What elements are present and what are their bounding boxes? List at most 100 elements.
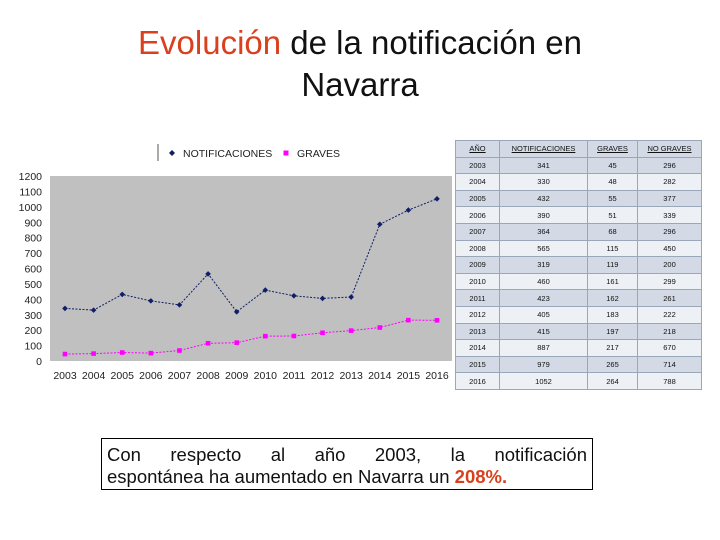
table-row: 2006 390 51 339: [455, 206, 702, 224]
table-cell: 432: [499, 189, 588, 208]
table-cell: 2005: [455, 189, 500, 208]
data-table: AÑO NOTIFICACIONES GRAVES NO GRAVES 2003 341…: [455, 140, 702, 390]
slide-title: Evolución de la notificación en Navarra: [40, 22, 680, 106]
y-tick-label: 300: [24, 310, 42, 322]
table-cell: 2004: [455, 173, 500, 191]
table-cell: 115: [587, 239, 638, 258]
table-cell: 51: [587, 206, 638, 224]
table-row: 2013 415 197 218: [455, 322, 702, 341]
y-tick-label: 200: [24, 325, 42, 337]
y-tick-label: 1200: [19, 171, 43, 183]
note-line2-text: espontánea ha aumentado en Navarra un: [107, 466, 455, 487]
table-cell: 714: [637, 355, 702, 374]
table-header-row: AÑO NOTIFICACIONES GRAVES NO GRAVES: [455, 140, 702, 158]
table-row: 2016 1052 264 788: [455, 372, 702, 390]
table-cell: 341: [499, 156, 588, 175]
line-chart: NOTIFICACIONES GRAVES 0 100 200 300 400 500 600…: [19, 144, 452, 382]
table-cell: 2015: [455, 355, 500, 374]
table-cell: 2006: [455, 206, 500, 224]
point-notificaciones: [262, 287, 269, 293]
point-graves: [263, 333, 268, 339]
point-graves: [119, 350, 125, 355]
x-tick-label: 2016: [425, 370, 449, 382]
table-cell: 2003: [455, 156, 500, 175]
table-cell: 2013: [455, 322, 500, 341]
point-notificaciones: [62, 305, 68, 312]
point-graves: [62, 351, 68, 357]
x-tick-label: 2015: [397, 370, 421, 382]
note-box: Con respecto al año 2003, la notificació…: [101, 438, 593, 490]
table-cell: 218: [637, 322, 702, 341]
table-cell: 423: [499, 289, 588, 307]
table-cell: 55: [587, 189, 638, 208]
table-row: 2003 341 45 296: [455, 156, 702, 175]
y-tick-label: 800: [24, 233, 42, 245]
table-cell: 460: [499, 272, 588, 291]
table-cell: 200: [637, 256, 702, 274]
table-cell: 364: [499, 222, 588, 241]
table-cell: 887: [499, 339, 588, 357]
table-cell: 48: [587, 173, 638, 191]
table-cell: 68: [587, 222, 638, 241]
table-cell: 565: [499, 239, 588, 258]
title-rest: de la notificación en: [281, 24, 582, 61]
point-notificaciones: [119, 291, 126, 298]
table-cell: 299: [637, 272, 702, 291]
x-tick-label: 2014: [368, 370, 392, 382]
table-header-cell: GRAVES: [587, 140, 638, 158]
table-cell: 2012: [455, 305, 500, 324]
table-cell: 415: [499, 322, 588, 341]
table-row: 2014 887 217 670: [455, 339, 702, 357]
table-cell: 405: [499, 305, 588, 324]
title-accent: Evolución: [138, 24, 282, 61]
table-row: 2009 319 119 200: [455, 256, 702, 274]
x-tick-label: 2013: [339, 370, 363, 382]
plot-area: [50, 176, 452, 361]
table-cell: 183: [587, 305, 638, 324]
table-row: 2004 330 48 282: [455, 173, 702, 191]
point-graves: [291, 333, 297, 339]
point-notificaciones: [291, 292, 297, 299]
table-cell: 377: [637, 189, 702, 208]
table-cell: 2007: [455, 222, 500, 241]
table-cell: 788: [637, 372, 702, 390]
series-line-notificaciones: [64, 198, 438, 313]
legend-marker-graves: [283, 150, 289, 156]
table-cell: 222: [637, 305, 702, 324]
table-header-cell: AÑO: [455, 140, 500, 158]
table-cell: 197: [587, 322, 638, 341]
table-cell: 261: [637, 289, 702, 307]
table-cell: 265: [587, 355, 638, 374]
table-header-cell: NOTIFICACIONES: [499, 140, 588, 158]
y-tick-label: 100: [24, 341, 42, 353]
table-cell: 45: [587, 156, 638, 175]
x-tick-label: 2009: [225, 370, 249, 382]
table-row: 2010 460 161 299: [455, 272, 702, 291]
point-graves: [434, 318, 440, 323]
table-cell: 2008: [455, 239, 500, 258]
point-graves: [406, 317, 411, 323]
legend-label-graves: GRAVES: [297, 148, 340, 160]
point-graves: [205, 340, 211, 346]
note-highlight: 208%.: [454, 466, 508, 487]
point-notificaciones: [434, 196, 440, 202]
y-tick-label: 600: [24, 264, 42, 276]
table-cell: 282: [637, 173, 702, 191]
point-notificaciones: [348, 294, 354, 300]
chart-series: [62, 196, 440, 357]
point-graves: [377, 325, 383, 330]
y-tick-label: 1000: [19, 202, 43, 214]
point-graves: [234, 340, 239, 345]
note-line2: espontánea ha aumentado en Navarra un 20…: [107, 466, 587, 488]
table-cell: 162: [587, 289, 638, 307]
point-graves: [177, 348, 182, 353]
legend-label-notificaciones: NOTIFICACIONES: [183, 148, 272, 160]
series-line-graves: [64, 319, 438, 355]
legend-marker-notificaciones: [169, 150, 175, 156]
table-header-cell: NO GRAVES: [637, 140, 702, 158]
table-cell: 339: [637, 206, 702, 224]
table-row: 2005 432 55 377: [455, 189, 702, 208]
point-notificaciones: [176, 302, 183, 308]
x-tick-label: 2008: [196, 370, 220, 382]
table-cell: 390: [499, 206, 588, 224]
